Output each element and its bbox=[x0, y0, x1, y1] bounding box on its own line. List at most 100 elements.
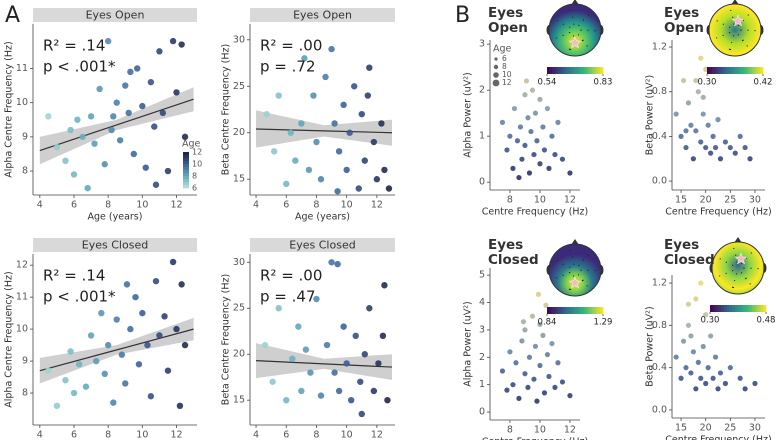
point bbox=[522, 142, 528, 148]
x-tick-label: 4 bbox=[253, 430, 259, 440]
electrode bbox=[743, 267, 745, 269]
electrode bbox=[741, 262, 743, 264]
electrode bbox=[731, 286, 734, 288]
point bbox=[127, 325, 134, 333]
size-legend-label: 12 bbox=[502, 78, 512, 87]
x-tick-label: 8 bbox=[507, 425, 513, 436]
colorbar-cell bbox=[183, 182, 189, 186]
point bbox=[504, 387, 510, 393]
electrode bbox=[586, 45, 588, 47]
point bbox=[335, 148, 343, 155]
electrode bbox=[594, 30, 596, 32]
point bbox=[685, 322, 692, 328]
colorbar-cell bbox=[549, 307, 553, 314]
electrode bbox=[746, 45, 748, 47]
colorbar-tick-label: 0.83 bbox=[594, 78, 613, 88]
point bbox=[535, 291, 542, 297]
colorbar-cell bbox=[563, 307, 567, 314]
point bbox=[98, 309, 105, 317]
colorbar-tick-label: 8 bbox=[192, 172, 197, 181]
electrode bbox=[733, 247, 735, 250]
colorbar-cell bbox=[597, 307, 601, 314]
y-tick-label: 1.2 bbox=[652, 278, 667, 289]
point bbox=[708, 333, 714, 339]
colorbar-cell bbox=[572, 67, 576, 74]
electrode bbox=[738, 24, 740, 26]
point bbox=[357, 378, 364, 385]
point bbox=[567, 393, 573, 399]
y-tick-label: 0.4 bbox=[652, 362, 667, 373]
colorbar-cell bbox=[583, 307, 587, 314]
strip bbox=[250, 8, 395, 22]
point bbox=[334, 188, 341, 195]
electrode bbox=[757, 268, 759, 270]
point bbox=[703, 312, 709, 318]
peak-star bbox=[734, 252, 748, 265]
point bbox=[313, 138, 320, 146]
colorbar-cell bbox=[589, 67, 593, 74]
electrode bbox=[732, 35, 735, 37]
colorbar-cell bbox=[715, 305, 719, 312]
point bbox=[370, 138, 378, 146]
electrode bbox=[594, 270, 596, 272]
point bbox=[108, 126, 115, 134]
point bbox=[173, 89, 180, 96]
point bbox=[537, 96, 543, 102]
point bbox=[125, 109, 132, 117]
colorbar-cell bbox=[718, 305, 722, 312]
panel-label: B bbox=[455, 3, 470, 28]
point bbox=[567, 170, 573, 176]
point bbox=[680, 338, 687, 344]
panel-title: Eyes Open bbox=[488, 5, 528, 36]
y-tick-label: 15 bbox=[233, 174, 245, 185]
point bbox=[176, 402, 184, 410]
point bbox=[537, 161, 543, 167]
electrode bbox=[750, 252, 752, 254]
point bbox=[528, 128, 534, 135]
colorbar-cell bbox=[712, 67, 716, 74]
colorbar-cell bbox=[183, 158, 189, 162]
electrode bbox=[568, 48, 571, 50]
point bbox=[298, 120, 305, 127]
point bbox=[705, 122, 711, 128]
electrode bbox=[570, 9, 572, 12]
point bbox=[693, 77, 699, 84]
point bbox=[164, 367, 172, 374]
point bbox=[688, 370, 694, 376]
point bbox=[705, 365, 711, 371]
colorbar-title: Age bbox=[182, 139, 201, 150]
point bbox=[722, 380, 728, 387]
head-nose bbox=[734, 237, 742, 243]
point bbox=[156, 332, 163, 339]
point bbox=[323, 341, 331, 349]
confidence-band bbox=[39, 87, 194, 165]
point bbox=[283, 396, 290, 404]
point bbox=[534, 138, 540, 144]
size-legend-label: 6 bbox=[502, 54, 507, 63]
y-tick-label: 2 bbox=[479, 85, 485, 96]
point bbox=[334, 260, 341, 268]
point bbox=[283, 180, 290, 188]
y-axis-label: Alpha Power (uV²) bbox=[463, 72, 474, 158]
x-tick-label: 4 bbox=[37, 200, 43, 211]
point bbox=[313, 295, 320, 303]
x-axis-label: Centre Frequency (Hz) bbox=[665, 435, 771, 440]
colorbar-cell bbox=[555, 67, 559, 74]
colorbar-cell bbox=[589, 307, 593, 314]
x-tick-label: 10 bbox=[136, 200, 148, 211]
point bbox=[546, 165, 552, 171]
point bbox=[531, 151, 537, 158]
point bbox=[87, 332, 95, 339]
x-tick-label: 6 bbox=[283, 430, 289, 440]
strip bbox=[33, 238, 197, 252]
x-tick-label: 25 bbox=[724, 195, 736, 206]
point bbox=[91, 140, 98, 147]
point bbox=[698, 375, 704, 381]
strip-title: Eyes Closed bbox=[289, 239, 355, 252]
electrode bbox=[569, 288, 572, 291]
electrode bbox=[568, 271, 571, 274]
point bbox=[510, 165, 516, 171]
annotation: p < .001* bbox=[43, 58, 116, 76]
electrode bbox=[577, 274, 580, 276]
